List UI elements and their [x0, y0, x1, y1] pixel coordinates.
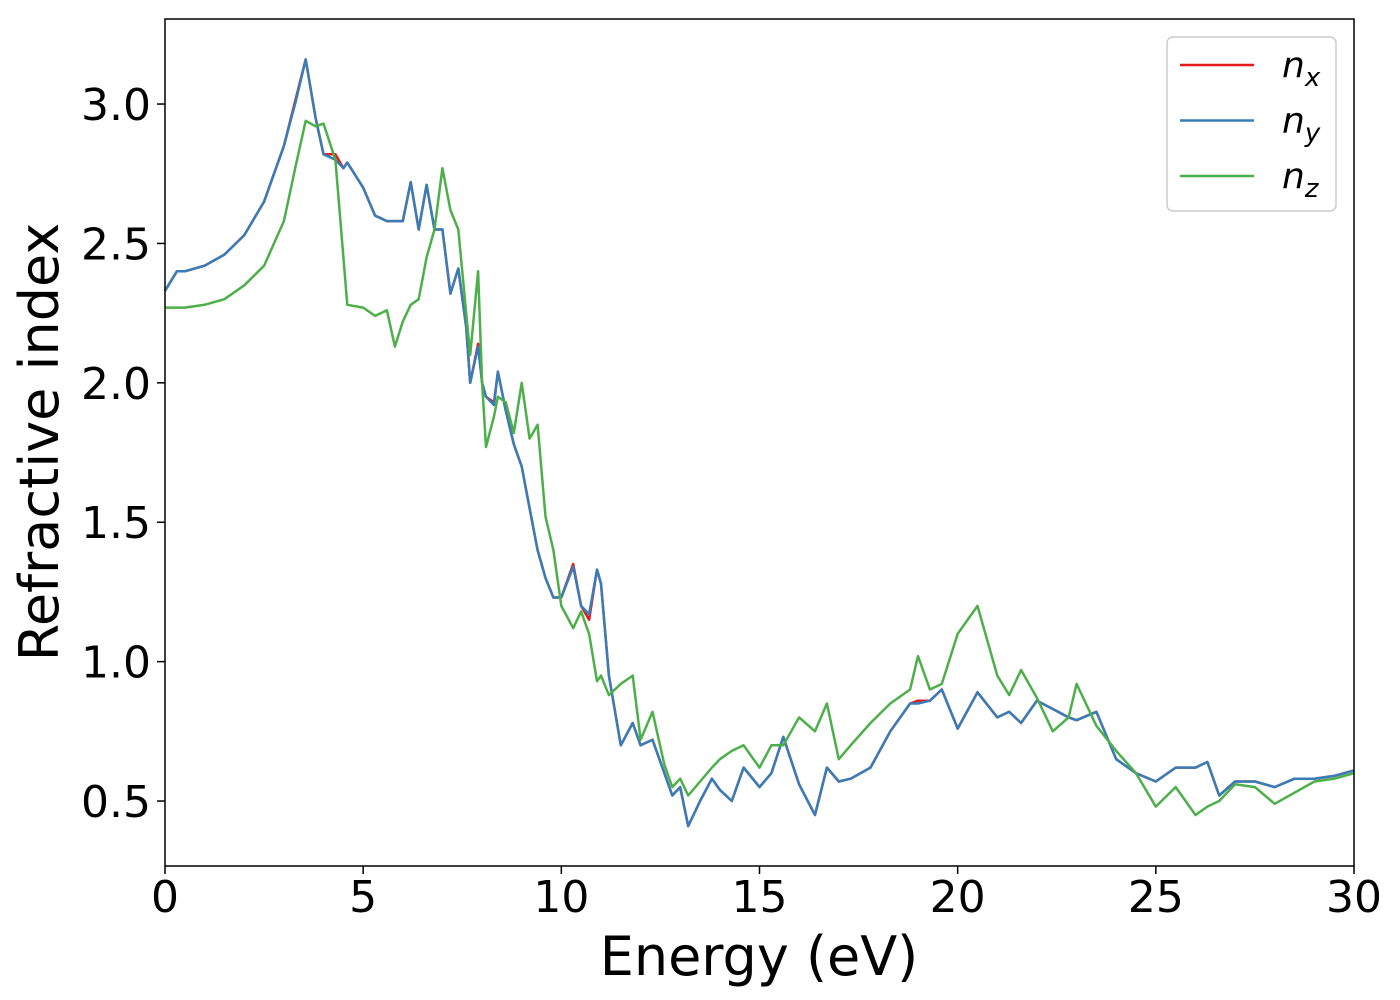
y-tick-label: 2.5 — [81, 219, 151, 270]
legend-label-sub: y — [1304, 119, 1321, 149]
legend-box — [1166, 36, 1337, 212]
y-tick-label: 1.5 — [81, 498, 151, 549]
y-tick-label: 0.5 — [81, 777, 151, 828]
x-tick-label: 10 — [533, 872, 589, 923]
legend-label: nx — [1282, 45, 1321, 93]
y-axis-label: Refractive index — [8, 223, 71, 662]
x-tick-label: 30 — [1326, 872, 1382, 923]
y-tick-label: 1.0 — [81, 638, 151, 689]
x-tick-label: 0 — [151, 872, 179, 923]
legend-label-sub: z — [1304, 174, 1320, 204]
legend-label-main: n — [1282, 45, 1305, 86]
legend-label-main: n — [1282, 156, 1305, 197]
legend-label: ny — [1282, 101, 1321, 149]
y-tick-label: 3.0 — [81, 80, 151, 131]
plot-frame — [164, 18, 1355, 867]
legend-label-main: n — [1282, 101, 1305, 142]
legend-label: nz — [1282, 156, 1320, 204]
x-tick-label: 5 — [349, 872, 377, 923]
y-tick-label: 2.0 — [81, 359, 151, 410]
x-tick-label: 20 — [930, 872, 986, 923]
x-tick-label: 25 — [1128, 872, 1184, 923]
line-series — [163, 58, 1355, 828]
legend-label-sub: x — [1304, 63, 1321, 93]
x-axis-label: Energy (eV) — [600, 925, 919, 988]
line-series — [165, 119, 1355, 817]
x-tick-label: 15 — [732, 872, 788, 923]
